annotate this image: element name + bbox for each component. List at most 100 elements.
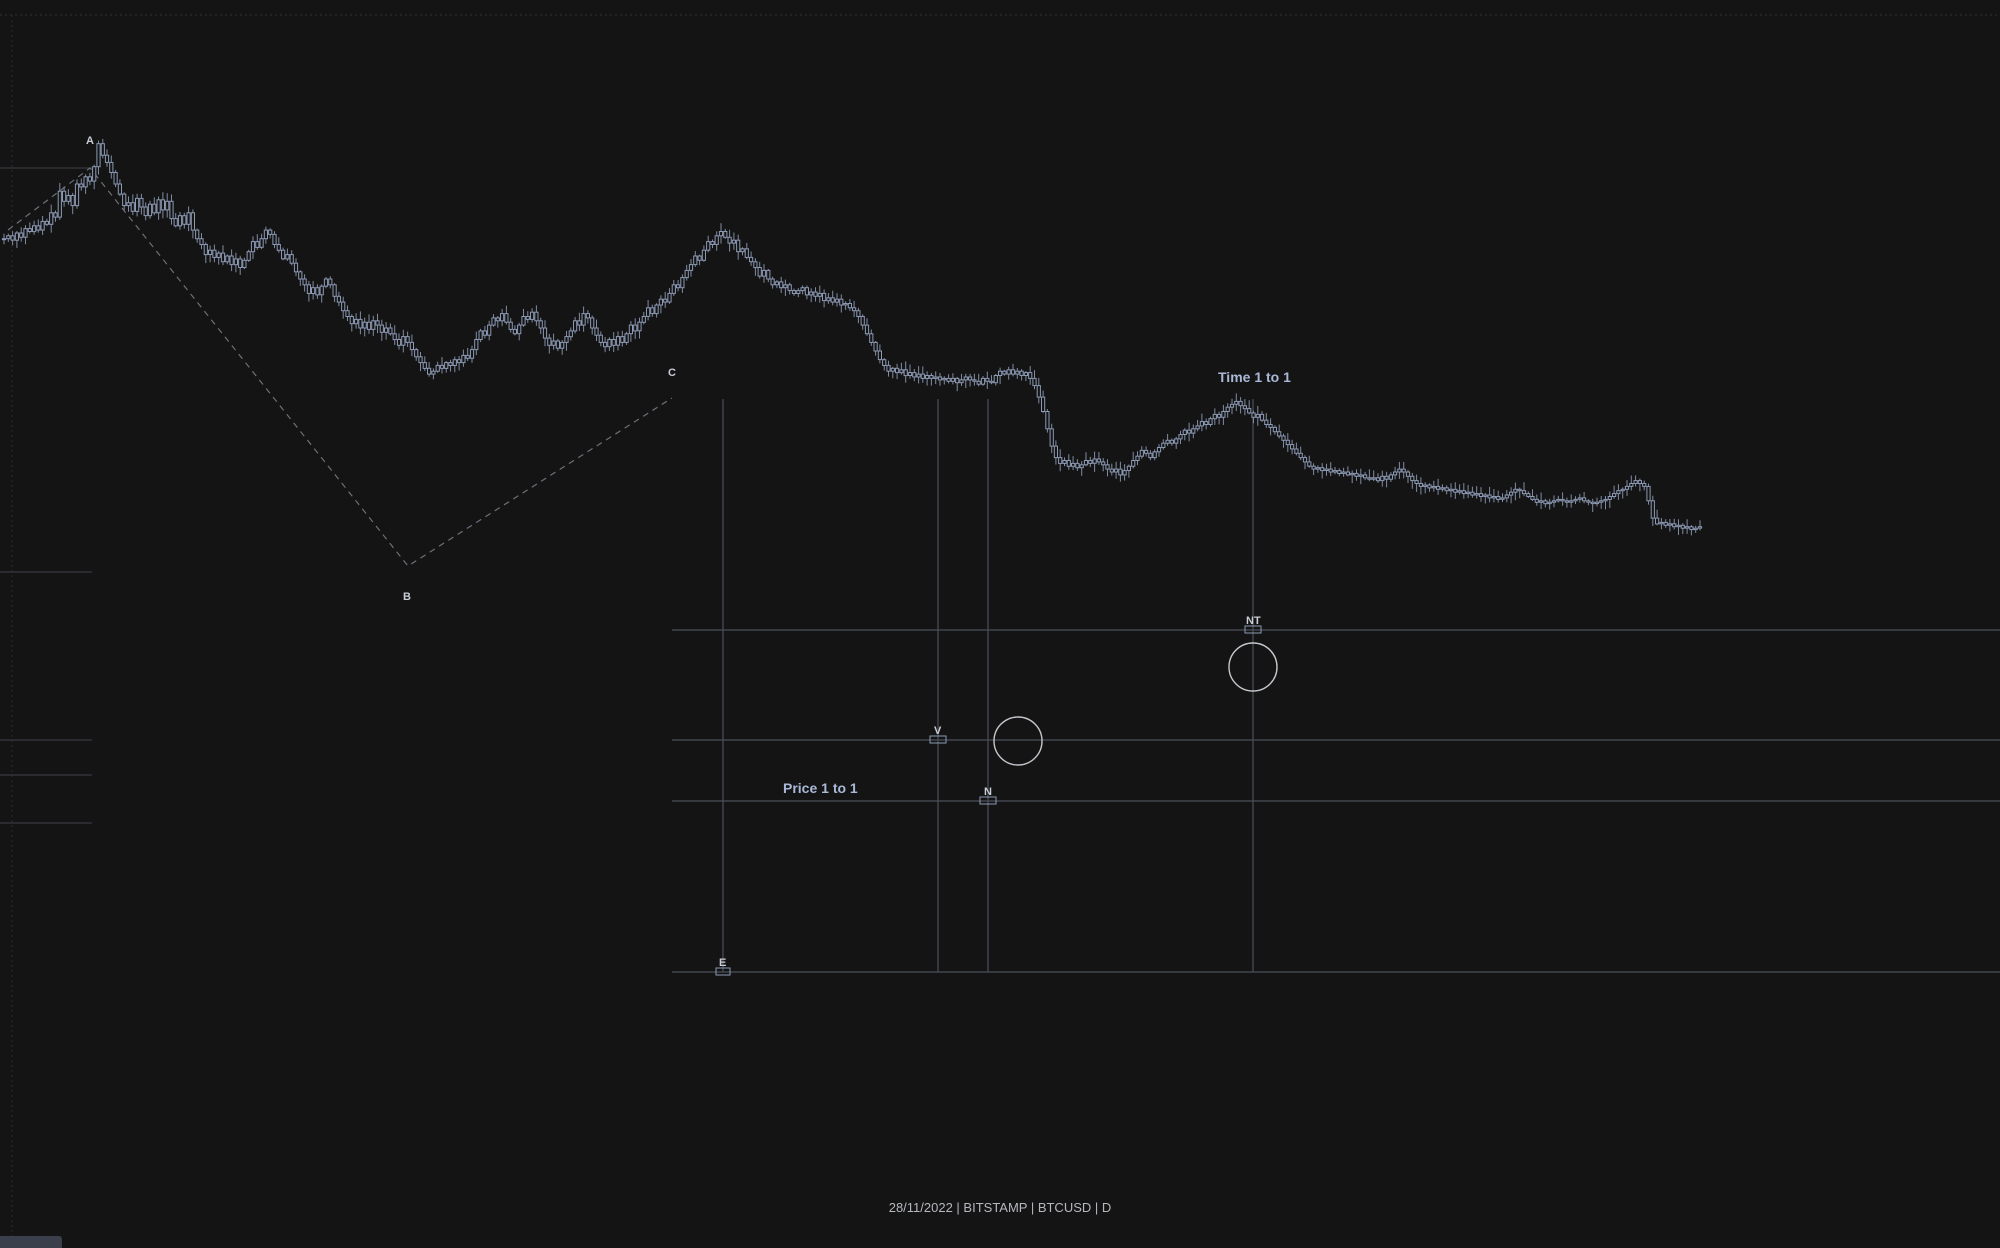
candle-body: [1290, 444, 1295, 450]
candle-body: [444, 362, 449, 369]
candle-body: [212, 249, 217, 258]
candle-body: [1375, 477, 1381, 482]
candle-body: [882, 359, 887, 367]
candle-body: [1285, 439, 1290, 446]
candle-body: [92, 166, 97, 182]
candle-body: [985, 377, 990, 382]
candle-body: [1238, 400, 1243, 407]
candle-body: [1242, 405, 1248, 410]
candle-body: [611, 339, 616, 346]
candle-body: [1298, 452, 1303, 459]
candle-body: [500, 313, 505, 322]
candle-body: [980, 377, 986, 385]
candle-body: [925, 375, 930, 379]
candle-body: [388, 327, 393, 335]
candle-body: [1603, 498, 1608, 502]
candle-body: [1122, 470, 1127, 476]
candle-body: [1010, 369, 1016, 375]
candle-body: [1680, 524, 1685, 529]
candle-body: [285, 254, 290, 260]
candle-body: [1539, 500, 1544, 503]
candle-body: [220, 252, 226, 263]
candle-body: [186, 212, 191, 225]
candle-body: [448, 362, 453, 367]
highlight-circle-low[interactable]: [993, 716, 1043, 766]
candle-body: [23, 228, 28, 238]
candle-body: [1062, 460, 1067, 464]
highlight-circle-high[interactable]: [1228, 642, 1278, 692]
candle-body: [787, 284, 792, 292]
candle-body: [1410, 475, 1415, 482]
candle-body: [1315, 467, 1321, 470]
candle-body: [371, 320, 376, 330]
candle-body: [688, 264, 694, 271]
candle-body: [431, 370, 436, 375]
candle-body: [268, 229, 273, 235]
corner-tab[interactable]: [0, 1236, 62, 1248]
candle-body: [126, 202, 131, 207]
candle-body: [809, 291, 814, 296]
candle-body: [1560, 498, 1565, 502]
candle-body: [877, 350, 882, 361]
candle-body: [469, 349, 475, 359]
candle-body: [822, 292, 827, 302]
candle-body: [727, 236, 732, 244]
marker-box-nt: [1244, 625, 1262, 634]
candle-body: [1599, 500, 1604, 503]
candle-body: [1041, 396, 1046, 413]
candle-body: [1075, 462, 1080, 469]
candle-body: [1324, 468, 1329, 472]
candle-body: [57, 190, 62, 218]
candle-body: [36, 225, 41, 231]
candle-body: [1384, 475, 1389, 480]
candle-body: [1204, 421, 1209, 426]
candle-body: [972, 379, 977, 382]
annotation-price[interactable]: Price 1 to 1: [783, 780, 858, 796]
candle-body: [620, 336, 625, 343]
candle-body: [1182, 429, 1187, 436]
candle-body: [963, 376, 968, 381]
candle-body: [1114, 468, 1119, 473]
candle-body: [607, 339, 612, 348]
candle-body: [530, 311, 535, 320]
candle-body: [1564, 500, 1570, 503]
candle-body: [783, 284, 788, 289]
abc-pattern[interactable]: [7, 167, 673, 567]
candle-body: [1139, 449, 1144, 457]
candle-body: [1676, 524, 1681, 528]
candle-body: [130, 202, 135, 212]
candle-body: [70, 195, 75, 207]
pivot-label-a: A: [86, 135, 94, 147]
candle-body: [899, 369, 904, 374]
candle-body: [1509, 491, 1514, 496]
candle-body: [585, 313, 590, 319]
candle-body: [1629, 483, 1634, 487]
candle-body: [6, 235, 11, 240]
annotation-time[interactable]: Time 1 to 1: [1218, 369, 1291, 385]
candle-body: [311, 287, 316, 295]
candle-body: [1049, 428, 1054, 447]
candle-body: [495, 317, 500, 322]
candle-body: [1500, 497, 1505, 500]
candle-body: [1015, 370, 1020, 375]
candle-body: [1195, 425, 1200, 430]
candle-body: [538, 320, 543, 329]
chart-caption: 28/11/2022 | BITSTAMP | BTCUSD | D: [889, 1200, 1112, 1215]
candle-body: [590, 317, 595, 329]
candle-body: [100, 143, 105, 156]
candle-body: [521, 316, 526, 326]
candle-body: [401, 336, 406, 346]
candle-body: [637, 321, 642, 332]
candle-body: [160, 199, 166, 211]
candle-body: [968, 376, 973, 381]
candle-body: [384, 327, 389, 333]
candle-body: [624, 333, 629, 343]
candle-body: [190, 212, 196, 231]
candle-body: [109, 161, 114, 173]
candle-body: [1470, 491, 1475, 496]
candle-body: [289, 254, 294, 264]
candle-body: [1302, 457, 1308, 463]
candle-body: [1380, 475, 1385, 482]
marker-label-nt: NT: [1246, 615, 1261, 627]
